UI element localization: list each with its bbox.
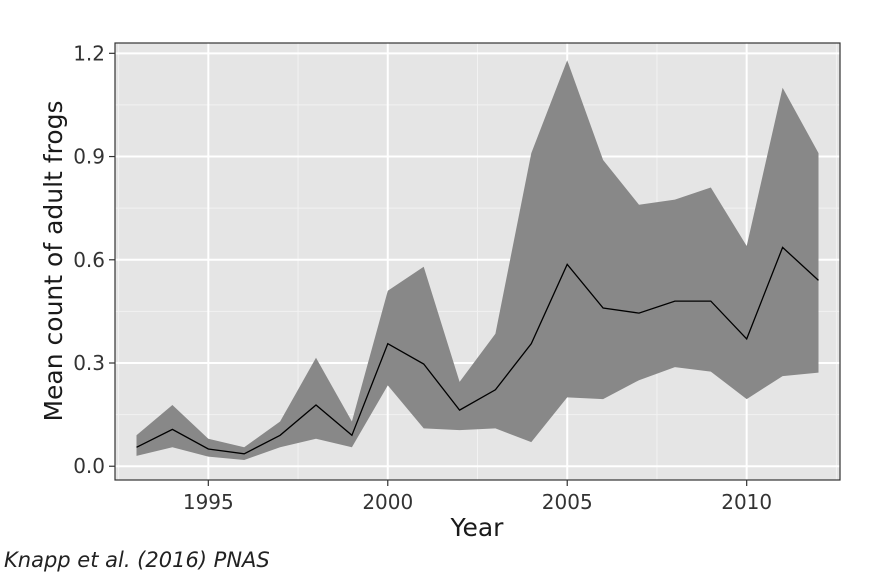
x-axis-title: Year xyxy=(450,513,505,542)
x-axis: 1995 2000 2005 2010 xyxy=(183,480,772,514)
x-tick-label: 1995 xyxy=(183,490,234,514)
x-tick-label: 2005 xyxy=(542,490,593,514)
chart: 0.0 0.3 0.6 0.9 1.2 1995 2000 2005 2010 Year Me… xyxy=(39,41,841,542)
y-tick-label: 0.9 xyxy=(73,145,105,169)
y-tick-label: 0.0 xyxy=(73,454,105,478)
y-tick-label: 0.3 xyxy=(73,351,105,375)
y-tick-label: 0.6 xyxy=(73,248,105,272)
y-axis-title: Mean count of adult frogs xyxy=(39,100,68,421)
y-axis: 0.0 0.3 0.6 0.9 1.2 xyxy=(73,41,115,478)
y-tick-label: 1.2 xyxy=(73,41,105,65)
x-tick-label: 2010 xyxy=(721,490,772,514)
x-tick-label: 2000 xyxy=(362,490,413,514)
plot-border xyxy=(114,42,841,481)
source-credit: Knapp et al. (2016) PNAS xyxy=(4,548,270,572)
confidence-ribbon xyxy=(136,60,819,460)
mean-line xyxy=(136,246,819,455)
